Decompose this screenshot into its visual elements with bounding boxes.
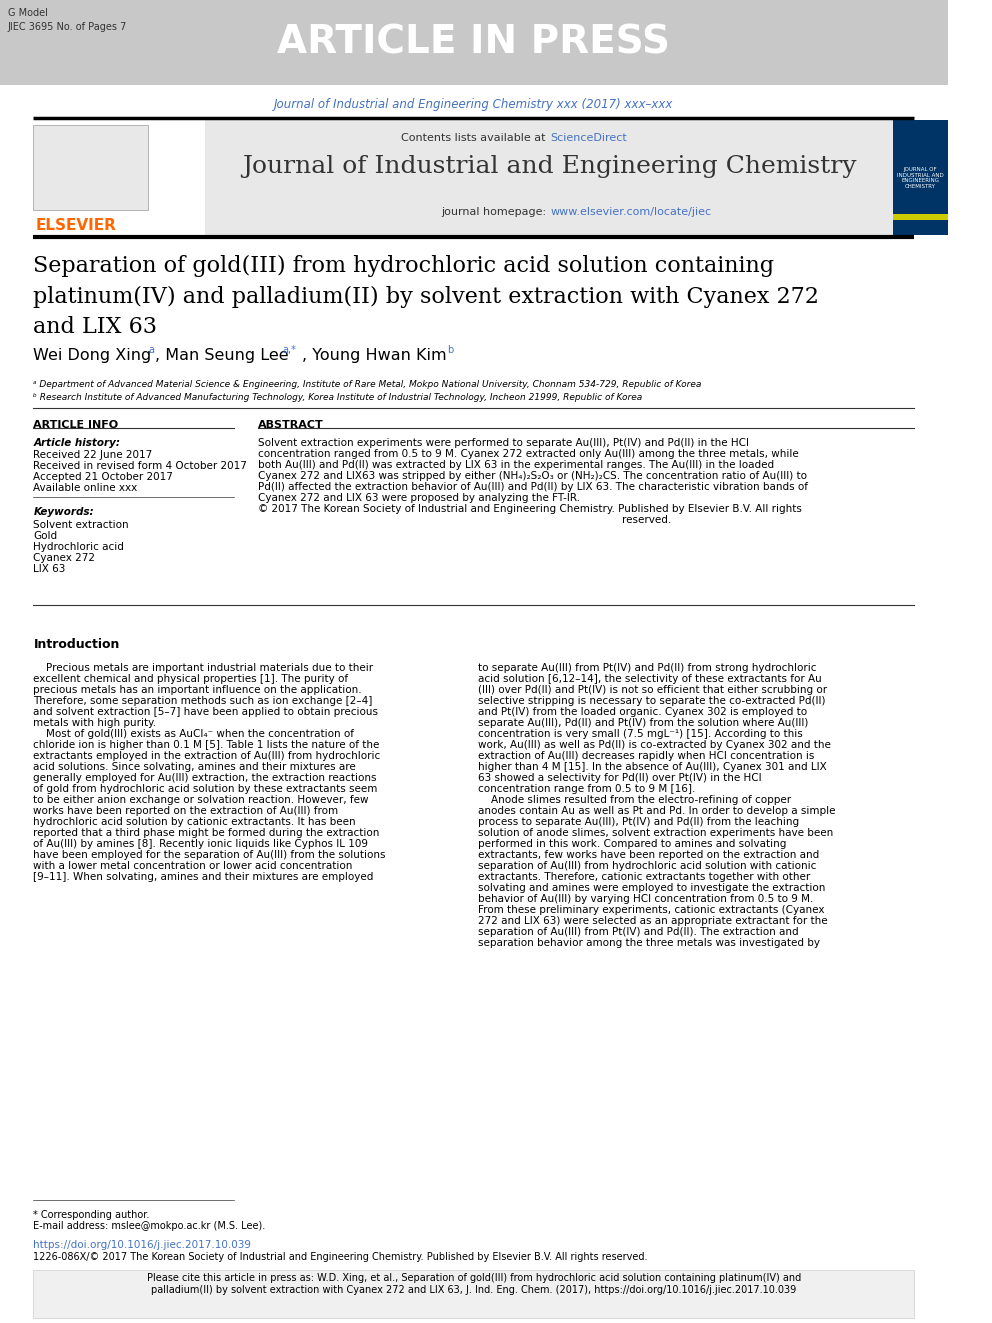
Text: JIEC 3695 No. of Pages 7: JIEC 3695 No. of Pages 7 xyxy=(8,22,127,32)
FancyBboxPatch shape xyxy=(34,1270,915,1318)
Text: Journal of Industrial and Engineering Chemistry xxx (2017) xxx–xxx: Journal of Industrial and Engineering Ch… xyxy=(274,98,674,111)
Text: of gold from hydrochloric acid solution by these extractants seem: of gold from hydrochloric acid solution … xyxy=(34,785,378,794)
Text: work, Au(III) as well as Pd(II) is co-extracted by Cyanex 302 and the: work, Au(III) as well as Pd(II) is co-ex… xyxy=(478,740,830,750)
Text: reported that a third phase might be formed during the extraction: reported that a third phase might be for… xyxy=(34,828,380,837)
Text: to separate Au(III) from Pt(IV) and Pd(II) from strong hydrochloric: to separate Au(III) from Pt(IV) and Pd(I… xyxy=(478,663,816,673)
Text: Contents lists available at: Contents lists available at xyxy=(402,134,550,143)
Text: 63 showed a selectivity for Pd(II) over Pt(IV) in the HCl: 63 showed a selectivity for Pd(II) over … xyxy=(478,773,761,783)
Text: Article history:: Article history: xyxy=(34,438,120,448)
Text: process to separate Au(III), Pt(IV) and Pd(II) from the leaching: process to separate Au(III), Pt(IV) and … xyxy=(478,818,799,827)
Text: higher than 4 M [15]. In the absence of Au(III), Cyanex 301 and LIX: higher than 4 M [15]. In the absence of … xyxy=(478,762,826,773)
Text: Therefore, some separation methods such as ion exchange [2–4]: Therefore, some separation methods such … xyxy=(34,696,373,706)
Text: (III) over Pd(II) and Pt(IV) is not so efficient that either scrubbing or: (III) over Pd(II) and Pt(IV) is not so e… xyxy=(478,685,827,695)
Text: * Corresponding author.: * Corresponding author. xyxy=(34,1211,150,1220)
Text: excellent chemical and physical properties [1]. The purity of: excellent chemical and physical properti… xyxy=(34,673,348,684)
Text: acid solutions. Since solvating, amines and their mixtures are: acid solutions. Since solvating, amines … xyxy=(34,762,356,773)
Text: ABSTRACT: ABSTRACT xyxy=(258,419,323,430)
Text: 272 and LIX 63) were selected as an appropriate extractant for the: 272 and LIX 63) were selected as an appr… xyxy=(478,916,827,926)
Text: Solvent extraction: Solvent extraction xyxy=(34,520,129,531)
Text: Cyanex 272 and LIX63 was stripped by either (NH₄)₂S₂O₃ or (NH₂)₂CS. The concentr: Cyanex 272 and LIX63 was stripped by eit… xyxy=(258,471,806,482)
Text: Separation of gold(III) from hydrochloric acid solution containing
platinum(IV) : Separation of gold(III) from hydrochlori… xyxy=(34,255,819,339)
Text: b: b xyxy=(447,345,453,355)
Text: Available online xxx: Available online xxx xyxy=(34,483,138,493)
FancyBboxPatch shape xyxy=(205,120,894,235)
Text: separate Au(III), Pd(II) and Pt(IV) from the solution where Au(III): separate Au(III), Pd(II) and Pt(IV) from… xyxy=(478,718,808,728)
FancyBboxPatch shape xyxy=(0,0,947,85)
Text: extractants. Therefore, cationic extractants together with other: extractants. Therefore, cationic extract… xyxy=(478,872,810,882)
Text: concentration is very small (7.5 mgL⁻¹) [15]. According to this: concentration is very small (7.5 mgL⁻¹) … xyxy=(478,729,803,740)
Text: extractants, few works have been reported on the extraction and: extractants, few works have been reporte… xyxy=(478,849,819,860)
Text: 1226-086X/© 2017 The Korean Society of Industrial and Engineering Chemistry. Pub: 1226-086X/© 2017 The Korean Society of I… xyxy=(34,1252,648,1262)
Text: Most of gold(III) exists as AuCl₄⁻ when the concentration of: Most of gold(III) exists as AuCl₄⁻ when … xyxy=(34,729,354,740)
Text: ᵃ Department of Advanced Material Science & Engineering, Institute of Rare Metal: ᵃ Department of Advanced Material Scienc… xyxy=(34,380,701,389)
Text: precious metals has an important influence on the application.: precious metals has an important influen… xyxy=(34,685,362,695)
Text: G Model: G Model xyxy=(8,8,48,19)
Text: Received 22 June 2017: Received 22 June 2017 xyxy=(34,450,153,460)
Text: Please cite this article in press as: W.D. Xing, et al., Separation of gold(III): Please cite this article in press as: W.… xyxy=(147,1273,801,1295)
Text: www.elsevier.com/locate/jiec: www.elsevier.com/locate/jiec xyxy=(551,206,711,217)
Text: chloride ion is higher than 0.1 M [5]. Table 1 lists the nature of the: chloride ion is higher than 0.1 M [5]. T… xyxy=(34,740,380,750)
Text: Introduction: Introduction xyxy=(34,638,120,651)
Text: solvating and amines were employed to investigate the extraction: solvating and amines were employed to in… xyxy=(478,882,825,893)
Text: Wei Dong Xing: Wei Dong Xing xyxy=(34,348,152,363)
Text: reserved.: reserved. xyxy=(258,515,672,525)
Text: a,*: a,* xyxy=(283,345,297,355)
Text: Received in revised form 4 October 2017: Received in revised form 4 October 2017 xyxy=(34,460,247,471)
Text: Solvent extraction experiments were performed to separate Au(III), Pt(IV) and Pd: Solvent extraction experiments were perf… xyxy=(258,438,749,448)
Text: extractants employed in the extraction of Au(III) from hydrochloric: extractants employed in the extraction o… xyxy=(34,751,381,761)
Text: both Au(III) and Pd(II) was extracted by LIX 63 in the experimental ranges. The : both Au(III) and Pd(II) was extracted by… xyxy=(258,460,774,470)
Text: metals with high purity.: metals with high purity. xyxy=(34,718,157,728)
Text: Accepted 21 October 2017: Accepted 21 October 2017 xyxy=(34,472,174,482)
FancyBboxPatch shape xyxy=(894,120,947,235)
Text: and solvent extraction [5–7] have been applied to obtain precious: and solvent extraction [5–7] have been a… xyxy=(34,706,378,717)
Text: journal homepage:: journal homepage: xyxy=(440,206,550,217)
Text: behavior of Au(III) by varying HCl concentration from 0.5 to 9 M.: behavior of Au(III) by varying HCl conce… xyxy=(478,894,813,904)
Text: ScienceDirect: ScienceDirect xyxy=(551,134,627,143)
Text: E-mail address: mslee@mokpo.ac.kr (M.S. Lee).: E-mail address: mslee@mokpo.ac.kr (M.S. … xyxy=(34,1221,266,1230)
Text: hydrochloric acid solution by cationic extractants. It has been: hydrochloric acid solution by cationic e… xyxy=(34,818,356,827)
Text: JOURNAL OF
INDUSTRIAL AND
ENGINEERING
CHEMISTRY: JOURNAL OF INDUSTRIAL AND ENGINEERING CH… xyxy=(897,167,943,189)
Text: ARTICLE IN PRESS: ARTICLE IN PRESS xyxy=(278,22,671,61)
Text: separation of Au(III) from hydrochloric acid solution with cationic: separation of Au(III) from hydrochloric … xyxy=(478,861,816,871)
Text: extraction of Au(III) decreases rapidly when HCl concentration is: extraction of Au(III) decreases rapidly … xyxy=(478,751,814,761)
Text: Journal of Industrial and Engineering Chemistry: Journal of Industrial and Engineering Ch… xyxy=(242,155,857,179)
Text: ᵇ Research Institute of Advanced Manufacturing Technology, Korea Institute of In: ᵇ Research Institute of Advanced Manufac… xyxy=(34,393,643,402)
Text: have been employed for the separation of Au(III) from the solutions: have been employed for the separation of… xyxy=(34,849,386,860)
Text: ELSEVIER: ELSEVIER xyxy=(36,218,117,233)
Text: Precious metals are important industrial materials due to their: Precious metals are important industrial… xyxy=(34,663,374,673)
Text: acid solution [6,12–14], the selectivity of these extractants for Au: acid solution [6,12–14], the selectivity… xyxy=(478,673,821,684)
Text: performed in this work. Compared to amines and solvating: performed in this work. Compared to amin… xyxy=(478,839,786,849)
Text: Pd(II) affected the extraction behavior of Au(III) and Pd(II) by LIX 63. The cha: Pd(II) affected the extraction behavior … xyxy=(258,482,807,492)
Text: Cyanex 272: Cyanex 272 xyxy=(34,553,95,564)
Text: Cyanex 272 and LIX 63 were proposed by analyzing the FT-IR.: Cyanex 272 and LIX 63 were proposed by a… xyxy=(258,493,580,503)
Text: works have been reported on the extraction of Au(III) from: works have been reported on the extracti… xyxy=(34,806,338,816)
Text: © 2017 The Korean Society of Industrial and Engineering Chemistry. Published by : © 2017 The Korean Society of Industrial … xyxy=(258,504,802,515)
Text: , Man Seung Lee: , Man Seung Lee xyxy=(155,348,289,363)
Text: Anode slimes resulted from the electro-refining of copper: Anode slimes resulted from the electro-r… xyxy=(478,795,791,804)
Text: solution of anode slimes, solvent extraction experiments have been: solution of anode slimes, solvent extrac… xyxy=(478,828,833,837)
Text: From these preliminary experiments, cationic extractants (Cyanex: From these preliminary experiments, cati… xyxy=(478,905,824,916)
Text: a: a xyxy=(148,345,154,355)
Text: Gold: Gold xyxy=(34,531,58,541)
Text: Keywords:: Keywords: xyxy=(34,507,94,517)
Text: generally employed for Au(III) extraction, the extraction reactions: generally employed for Au(III) extractio… xyxy=(34,773,377,783)
FancyBboxPatch shape xyxy=(894,214,947,220)
Text: selective stripping is necessary to separate the co-extracted Pd(II): selective stripping is necessary to sepa… xyxy=(478,696,825,706)
Text: and Pt(IV) from the loaded organic. Cyanex 302 is employed to: and Pt(IV) from the loaded organic. Cyan… xyxy=(478,706,806,717)
Text: concentration range from 0.5 to 9 M [16].: concentration range from 0.5 to 9 M [16]… xyxy=(478,785,695,794)
Text: with a lower metal concentration or lower acid concentration: with a lower metal concentration or lowe… xyxy=(34,861,353,871)
Text: , Young Hwan Kim: , Young Hwan Kim xyxy=(302,348,446,363)
Text: Hydrochloric acid: Hydrochloric acid xyxy=(34,542,124,552)
Text: to be either anion exchange or solvation reaction. However, few: to be either anion exchange or solvation… xyxy=(34,795,369,804)
Text: [9–11]. When solvating, amines and their mixtures are employed: [9–11]. When solvating, amines and their… xyxy=(34,872,374,882)
Text: of Au(III) by amines [8]. Recently ionic liquids like Cyphos IL 109: of Au(III) by amines [8]. Recently ionic… xyxy=(34,839,368,849)
Text: separation of Au(III) from Pt(IV) and Pd(II). The extraction and: separation of Au(III) from Pt(IV) and Pd… xyxy=(478,927,799,937)
Text: ARTICLE INFO: ARTICLE INFO xyxy=(34,419,119,430)
Text: separation behavior among the three metals was investigated by: separation behavior among the three meta… xyxy=(478,938,819,949)
FancyBboxPatch shape xyxy=(34,124,148,210)
Text: https://doi.org/10.1016/j.jiec.2017.10.039: https://doi.org/10.1016/j.jiec.2017.10.0… xyxy=(34,1240,251,1250)
Text: concentration ranged from 0.5 to 9 M. Cyanex 272 extracted only Au(III) among th: concentration ranged from 0.5 to 9 M. Cy… xyxy=(258,448,799,459)
Text: LIX 63: LIX 63 xyxy=(34,564,65,574)
Text: anodes contain Au as well as Pt and Pd. In order to develop a simple: anodes contain Au as well as Pt and Pd. … xyxy=(478,806,835,816)
